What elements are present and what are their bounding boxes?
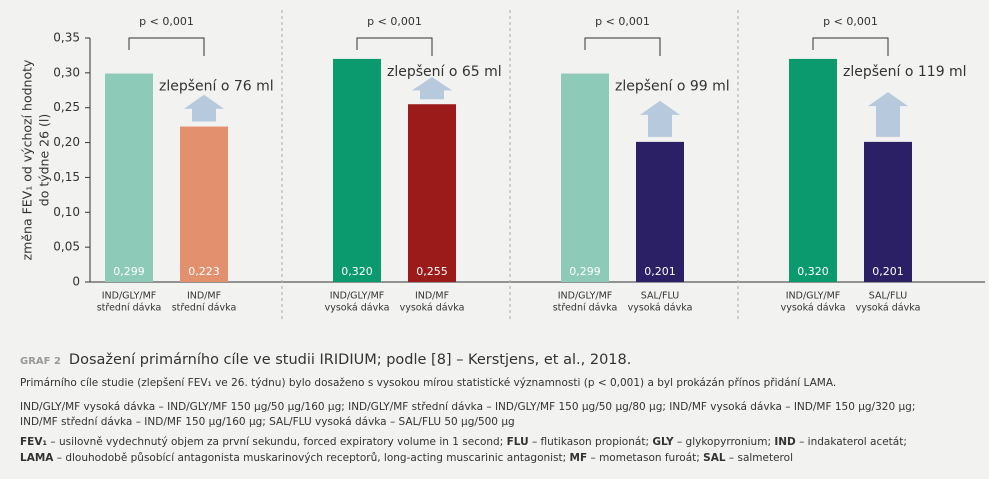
term: FLU — [506, 436, 529, 448]
x-tick-label: střední dávka — [553, 303, 618, 314]
term: MF — [569, 452, 588, 464]
arrow — [184, 94, 224, 122]
bar — [333, 58, 381, 282]
improvement-label: zlepšení o 65 ml — [387, 64, 502, 80]
x-tick-label: IND/GLY/MF — [558, 291, 612, 302]
x-tick-label: IND/MF — [187, 291, 221, 302]
value-label: 0,299 — [569, 265, 601, 278]
value-label: 0,255 — [416, 265, 448, 278]
caption-title: GRAF 2 Dosažení primárního cíle ve studii… — [20, 352, 631, 368]
bar — [789, 58, 837, 282]
improvement-label: zlepšení o 119 ml — [843, 64, 967, 80]
term: IND — [774, 436, 796, 448]
bracket — [584, 37, 661, 56]
y-tick-label: 0,30 — [53, 65, 80, 79]
y-tick-label: 0 — [72, 275, 80, 289]
p-value: p < 0,001 — [595, 15, 650, 28]
chart: změna FEV₁ od výchozí hodnoty do týdne 2… — [20, 10, 985, 320]
caption-line: Primárního cíle studie (zlepšení FEV₁ ve… — [20, 377, 837, 389]
definition: – flutikason propionát; — [528, 436, 653, 448]
arrow — [640, 100, 680, 137]
x-tick-label: střední dávka — [97, 303, 162, 314]
improvement-label: zlepšení o 99 ml — [615, 79, 730, 95]
y-tick-label: 0,05 — [53, 240, 80, 254]
p-value: p < 0,001 — [823, 15, 878, 28]
x-tick-label: SAL/FLU — [641, 291, 679, 302]
definition: – salmeterol — [725, 452, 793, 464]
bar — [864, 141, 912, 282]
y-tick-label: 0,35 — [53, 31, 80, 45]
value-label: 0,201 — [644, 265, 676, 278]
definitions: LAMA – dlouhodobě působící antagonista m… — [20, 452, 793, 464]
x-tick-label: vysoká dávka — [325, 303, 390, 314]
caption-line: IND/GLY/MF vysoká dávka – IND/GLY/MF 150… — [20, 401, 916, 413]
value-label: 0,299 — [113, 265, 145, 278]
x-tick-label: vysoká dávka — [400, 303, 465, 314]
term: FEV₁ — [20, 436, 48, 448]
x-tick-label: vysoká dávka — [856, 303, 921, 314]
definition: – glykopyrronium; — [673, 436, 775, 448]
bar — [408, 104, 456, 282]
bar — [561, 73, 609, 282]
definition: – indakaterol acetát; — [795, 436, 907, 448]
y-tick-label: 0,15 — [53, 170, 80, 184]
x-tick-label: IND/GLY/MF — [102, 291, 156, 302]
x-tick-label: SAL/FLU — [869, 291, 907, 302]
bar — [180, 126, 228, 282]
improvement-label: zlepšení o 76 ml — [159, 79, 274, 95]
x-tick-label: vysoká dávka — [628, 303, 693, 314]
definition: – dlouhodobě působící antagonista muskar… — [53, 452, 570, 464]
bracket — [356, 37, 433, 56]
value-label: 0,223 — [188, 265, 220, 278]
definitions: FEV₁ – usilovně vydechnutý objem za prvn… — [20, 436, 907, 448]
arrow — [412, 77, 452, 100]
y-tick-label: 0,10 — [53, 205, 80, 219]
value-label: 0,201 — [872, 265, 904, 278]
x-tick-label: IND/MF — [415, 291, 449, 302]
x-tick-label: IND/GLY/MF — [786, 291, 840, 302]
bar — [105, 73, 153, 282]
p-value: p < 0,001 — [367, 15, 422, 28]
term: LAMA — [20, 452, 54, 464]
caption-line: IND/MF střední dávka – IND/MF 150 μg/160… — [20, 416, 515, 428]
y-tick-label: 0,25 — [53, 100, 80, 114]
y-label: do týdne 26 (l) — [37, 114, 52, 206]
arrow — [868, 92, 908, 137]
term: SAL — [703, 452, 726, 464]
bracket — [812, 37, 889, 56]
value-label: 0,320 — [341, 265, 373, 278]
value-label: 0,320 — [797, 265, 829, 278]
term: GLY — [652, 436, 674, 448]
x-tick-label: střední dávka — [172, 303, 237, 314]
bracket — [128, 37, 205, 56]
x-tick-label: IND/GLY/MF — [330, 291, 384, 302]
y-tick-label: 0,20 — [53, 135, 80, 149]
y-label: změna FEV₁ od výchozí hodnoty — [20, 59, 35, 260]
bar — [636, 141, 684, 282]
p-value: p < 0,001 — [139, 15, 194, 28]
caption-label: GRAF 2 — [20, 356, 61, 367]
definition: – mometason furoát; — [587, 452, 704, 464]
caption-title-text: Dosažení primárního cíle ve studii IRIDI… — [68, 352, 632, 368]
definition: – usilovně vydechnutý objem za první sek… — [47, 436, 507, 448]
x-tick-label: vysoká dávka — [781, 303, 846, 314]
